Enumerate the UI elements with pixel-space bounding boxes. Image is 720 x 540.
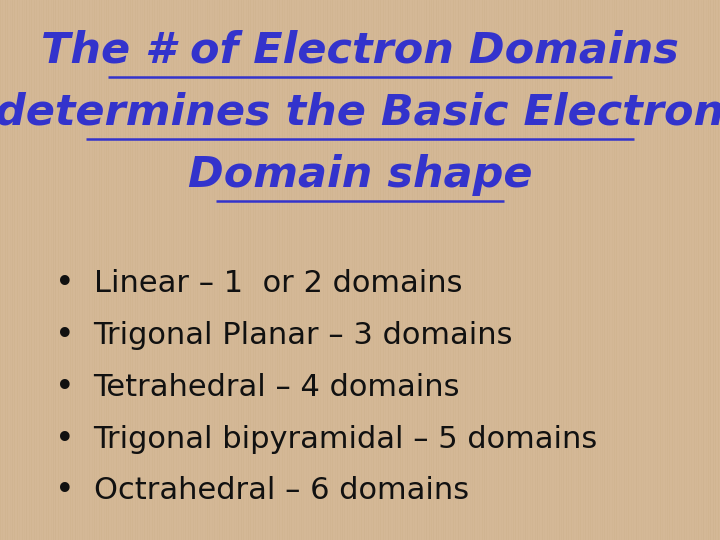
Text: Linear – 1  or 2 domains: Linear – 1 or 2 domains [94,269,462,298]
Text: Trigonal bipyramidal – 5 domains: Trigonal bipyramidal – 5 domains [94,424,598,454]
Text: Tetrahedral – 4 domains: Tetrahedral – 4 domains [94,373,460,402]
Text: •: • [55,422,75,456]
Text: •: • [55,474,75,508]
Text: •: • [55,319,75,352]
Text: The # of Electron Domains: The # of Electron Domains [41,30,679,72]
Text: •: • [55,267,75,300]
Text: Domain shape: Domain shape [188,154,532,196]
Text: Octrahedral – 6 domains: Octrahedral – 6 domains [94,476,469,505]
Text: determines the Basic Electron: determines the Basic Electron [0,92,720,134]
Text: •: • [55,370,75,404]
Text: Trigonal Planar – 3 domains: Trigonal Planar – 3 domains [94,321,513,350]
